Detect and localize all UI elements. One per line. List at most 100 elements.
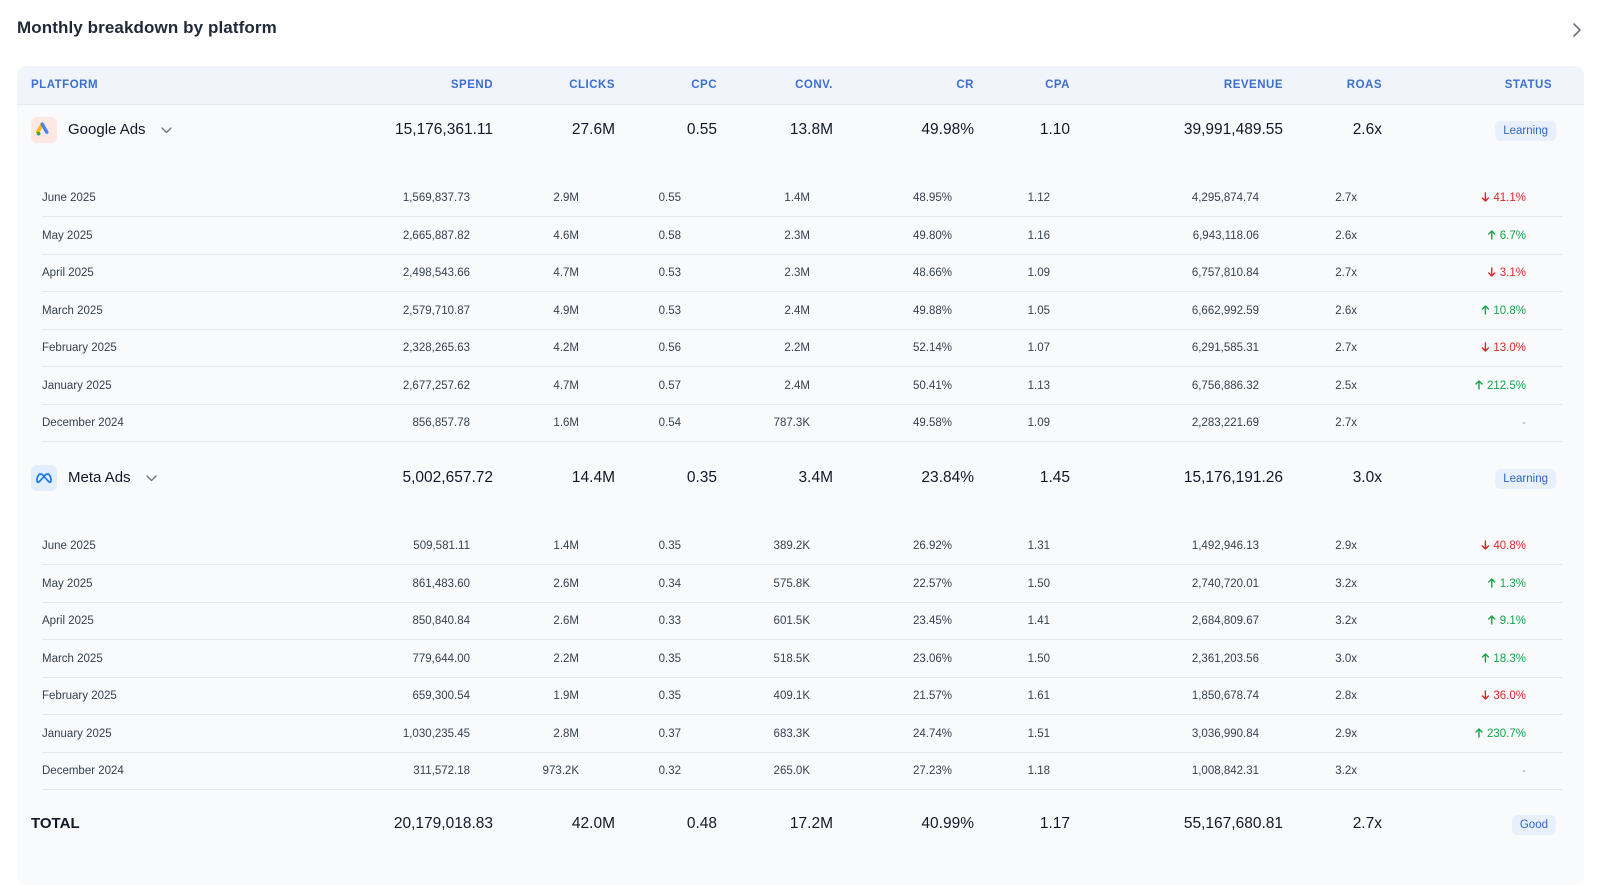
column-header-cpc[interactable]: CPC (691, 79, 717, 91)
month-cpc: 0.54 (658, 417, 681, 429)
month-cpa: 1.12 (1027, 192, 1050, 204)
chevron-down-icon[interactable] (144, 471, 158, 485)
row-divider (42, 328, 1562, 330)
month-clicks: 2.2M (553, 652, 579, 665)
month-revenue: 6,943,118.06 (1192, 229, 1259, 242)
month-revenue: 2,684,809.67 (1191, 615, 1259, 627)
column-header-clicks[interactable]: CLICKS (569, 79, 615, 91)
month-cpa: 1.41 (1027, 615, 1050, 627)
total-roas: 2.7x (1352, 815, 1382, 832)
month-revenue: 2,740,720.01 (1191, 577, 1259, 590)
month-cr: 52.14% (912, 342, 952, 354)
arrow-up-icon (1475, 727, 1487, 740)
month-conv: 389.2K (773, 540, 810, 552)
month-label: December 2024 (42, 765, 124, 777)
month-cr: 21.57% (912, 690, 952, 702)
month-spend: 2,677,257.62 (402, 379, 470, 392)
month-roas: 2.6x (1335, 304, 1357, 317)
status-delta: 10.8% (1481, 303, 1526, 319)
status-delta: 1.3% (1488, 576, 1526, 592)
status-delta-value: 41.1% (1493, 192, 1526, 204)
chevron-down-icon[interactable] (159, 123, 173, 137)
row-divider (42, 789, 1562, 790)
arrow-down-icon (1481, 540, 1493, 552)
total-status-badge: Good (1511, 815, 1556, 835)
arrow-up-icon (1488, 577, 1500, 590)
month-cpa: 1.07 (1027, 342, 1050, 354)
month-spend: 1,569,837.73 (402, 192, 470, 204)
month-cpa: 1.50 (1027, 577, 1050, 590)
month-cpc: 0.55 (658, 192, 681, 204)
total-label: TOTAL (31, 815, 80, 832)
row-divider (42, 216, 1562, 217)
month-label: February 2025 (42, 690, 117, 702)
month-label: June 2025 (42, 192, 96, 204)
platform-spend: 15,176,361.11 (395, 121, 493, 138)
row-divider (42, 676, 1562, 678)
month-conv: 1.4M (784, 192, 810, 204)
row-divider (42, 714, 1562, 715)
month-cpc: 0.58 (658, 229, 681, 242)
platform-roas: 3.0x (1352, 469, 1382, 486)
month-roas: 2.6x (1335, 229, 1357, 242)
month-cpc: 0.37 (658, 727, 681, 740)
month-clicks: 4.9M (553, 304, 579, 317)
row-divider (42, 366, 1562, 367)
month-spend: 659,300.54 (412, 690, 470, 702)
month-cpc: 0.33 (658, 615, 681, 627)
month-spend: 509,581.11 (413, 540, 470, 552)
platform-roas: 2.6x (1352, 121, 1382, 138)
status-badge: Learning (1495, 121, 1556, 141)
column-header-revenue[interactable]: REVENUE (1223, 79, 1283, 91)
status-delta-value: 10.8% (1493, 304, 1526, 317)
column-header-cr[interactable]: CR (956, 79, 974, 91)
month-revenue: 3,036,990.84 (1191, 727, 1259, 740)
row-divider (42, 564, 1562, 565)
month-cr: 50.41% (912, 379, 952, 392)
month-revenue: 1,492,946.13 (1191, 540, 1259, 552)
month-cpa: 1.05 (1027, 304, 1050, 317)
month-label: April 2025 (42, 615, 94, 627)
arrow-down-icon (1481, 342, 1493, 354)
status-delta: 36.0% (1481, 688, 1526, 704)
platform-clicks: 14.4M (571, 469, 615, 486)
status-badge: Learning (1495, 469, 1556, 489)
platform-cpc: 0.55 (686, 121, 717, 138)
month-cpc: 0.57 (658, 379, 681, 392)
month-conv: 787.3K (773, 417, 810, 429)
column-header-spend[interactable]: SPEND (450, 79, 493, 91)
month-cr: 23.45% (912, 615, 952, 627)
status-delta-value: 212.5% (1486, 379, 1526, 392)
status-delta-value: 3.1% (1499, 267, 1526, 279)
month-label: March 2025 (42, 652, 103, 665)
month-roas: 2.7x (1335, 417, 1357, 429)
column-header-conv[interactable]: CONV. (795, 79, 833, 91)
platform-revenue: 15,176,191.26 (1183, 469, 1283, 486)
month-clicks: 1.9M (553, 690, 579, 702)
chevron-right-icon[interactable] (1567, 20, 1587, 40)
month-spend: 2,328,265.63 (402, 342, 470, 354)
row-divider (42, 601, 1562, 603)
total-clicks: 42.0M (571, 815, 615, 832)
row-divider (42, 441, 1562, 442)
platform-name: Meta Ads (68, 469, 131, 486)
platform-revenue: 39,991,489.55 (1183, 121, 1283, 138)
month-revenue: 4,295,874.74 (1191, 192, 1259, 204)
column-header-roas[interactable]: ROAS (1346, 79, 1382, 91)
month-label: December 2024 (42, 417, 124, 429)
meta-ads-icon (31, 465, 57, 491)
month-cr: 22.57% (912, 577, 952, 590)
month-clicks: 973.2K (542, 765, 579, 777)
month-roas: 2.8x (1335, 690, 1357, 702)
status-delta-value: 18.3% (1493, 652, 1526, 665)
month-cpa: 1.09 (1027, 267, 1050, 279)
column-header-status[interactable]: STATUS (1504, 79, 1552, 91)
status-delta: 6.7% (1488, 228, 1526, 244)
month-roas: 2.9x (1335, 727, 1357, 740)
month-cpc: 0.32 (658, 765, 681, 777)
column-header-cpa[interactable]: CPA (1045, 79, 1070, 91)
total-cr: 40.99% (921, 815, 974, 832)
month-conv: 409.1K (773, 690, 810, 702)
column-header-platform[interactable]: PLATFORM (31, 79, 99, 91)
google-ads-icon (31, 117, 57, 143)
